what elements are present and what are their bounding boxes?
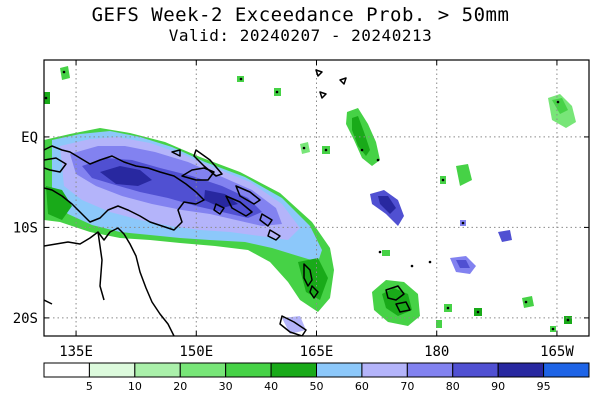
- island-dot: [461, 221, 465, 225]
- coastline-small: [319, 91, 327, 99]
- prob-band-green-west: [46, 186, 72, 220]
- island-dot: [476, 310, 480, 314]
- coastline-australia: [44, 227, 175, 336]
- island-dot: [376, 158, 380, 162]
- prob-cell-small: [436, 320, 442, 328]
- colorbar-label: 50: [310, 380, 324, 393]
- lon-tick-labels: 135E 150E 165E 180 165W: [59, 344, 574, 360]
- lat-tick-label: 20S: [13, 311, 38, 327]
- map-subtitle: Valid: 20240207 - 20240213: [168, 26, 433, 45]
- prob-cell-far-east-dark: [552, 98, 568, 114]
- prob-cell-small: [456, 164, 472, 186]
- colorbar-swatch: [361, 362, 408, 378]
- colorbar-swatch: [270, 362, 318, 378]
- colorbar-label: 40: [264, 380, 278, 393]
- colorbar-label: 90: [491, 380, 505, 393]
- prob-cell-small: [522, 296, 534, 308]
- lon-tick-label: 135E: [59, 344, 93, 360]
- island-dot: [324, 148, 328, 152]
- colorbar-label: 20: [173, 380, 187, 393]
- island-dot: [239, 77, 243, 81]
- colorbar-swatch: [134, 362, 181, 378]
- title-block: GEFS Week-2 Exceedance Prob. > 50mm Vali…: [0, 4, 601, 46]
- prob-cell-east-core: [456, 260, 470, 268]
- island-dot: [44, 96, 48, 100]
- colorbar-label: 10: [128, 380, 142, 393]
- island-dot: [302, 146, 306, 150]
- map-title: GEFS Week-2 Exceedance Prob. > 50mm: [91, 4, 510, 26]
- island-dot: [378, 250, 382, 254]
- coastline-new-ireland: [193, 149, 223, 177]
- tick-marks: [44, 60, 589, 336]
- lat-tick-labels: EQ 10S 20S: [13, 130, 38, 327]
- prob-band-green-south: [298, 258, 328, 300]
- coastline-solomons: [225, 195, 253, 217]
- island-dot: [360, 148, 364, 152]
- colorbar-label: 80: [446, 380, 460, 393]
- island-dot: [556, 100, 560, 104]
- colorbar-swatch: [406, 362, 454, 378]
- lon-tick-label: 150E: [179, 344, 213, 360]
- colorbar-swatch: [497, 362, 545, 378]
- coastline-small: [315, 69, 323, 77]
- lon-tick-label: 180: [424, 344, 449, 360]
- colorbar-label: 5: [86, 380, 93, 393]
- coastline-solomons: [267, 229, 281, 241]
- colorbar-label: 70: [400, 380, 414, 393]
- coastline-vanuatu: [309, 285, 319, 299]
- colorbar-swatch: [43, 362, 90, 378]
- island-dot: [524, 300, 528, 304]
- coastline-vanuatu: [303, 263, 313, 287]
- colorbar-swatch: [179, 362, 227, 378]
- prob-cell-small: [282, 316, 306, 334]
- coastline-fiji: [385, 285, 405, 301]
- prob-cell-north-dark: [352, 116, 370, 156]
- colorbar: 5 10 20 30 40 50 60 70 80 90 95: [43, 362, 590, 393]
- coastline-new-britain: [181, 167, 215, 181]
- lat-tick-label: 10S: [13, 220, 38, 236]
- lon-tick-label: 165E: [300, 344, 334, 360]
- colorbar-swatch: [316, 362, 363, 378]
- island-dot: [410, 264, 414, 268]
- island-dot: [62, 70, 66, 74]
- coastline-solomons: [259, 213, 273, 227]
- island-dot: [441, 178, 445, 182]
- colorbar-label: 30: [219, 380, 233, 393]
- prob-cell-fiji-north-core: [378, 196, 396, 214]
- lon-tick-label: 165W: [540, 344, 574, 360]
- coastline-small: [339, 77, 347, 85]
- colorbar-swatch: [452, 362, 499, 378]
- island-dots: [44, 70, 570, 331]
- colorbar-swatch: [225, 362, 272, 378]
- prob-cell-fiji-dark: [382, 288, 412, 316]
- colorbar-label: 60: [355, 380, 369, 393]
- colorbar-label: 95: [537, 380, 551, 393]
- coastlines: [44, 69, 411, 336]
- prob-cell-small: [60, 66, 70, 80]
- prob-band-max: [100, 166, 152, 186]
- coastline-new-guinea: [44, 145, 205, 231]
- prob-cell-small: [382, 250, 390, 256]
- island-dot: [551, 327, 555, 331]
- gridlines: [44, 60, 589, 336]
- coastline-fiji: [395, 301, 411, 313]
- island-dot: [446, 306, 450, 310]
- prob-cell-small: [498, 230, 512, 242]
- island-dot: [275, 90, 279, 94]
- coastline-small: [171, 149, 181, 157]
- probability-shading: [44, 66, 576, 334]
- island-dot: [566, 318, 570, 322]
- coastline-solomons: [235, 185, 261, 205]
- coastline-new-caledonia: [279, 315, 307, 336]
- island-dot: [428, 260, 432, 264]
- colorbar-swatch: [543, 362, 590, 378]
- lat-tick-label: EQ: [21, 130, 38, 146]
- coastline-solomons: [213, 203, 225, 215]
- coastline-bird-head: [44, 157, 67, 173]
- colorbar-swatch: [88, 362, 136, 378]
